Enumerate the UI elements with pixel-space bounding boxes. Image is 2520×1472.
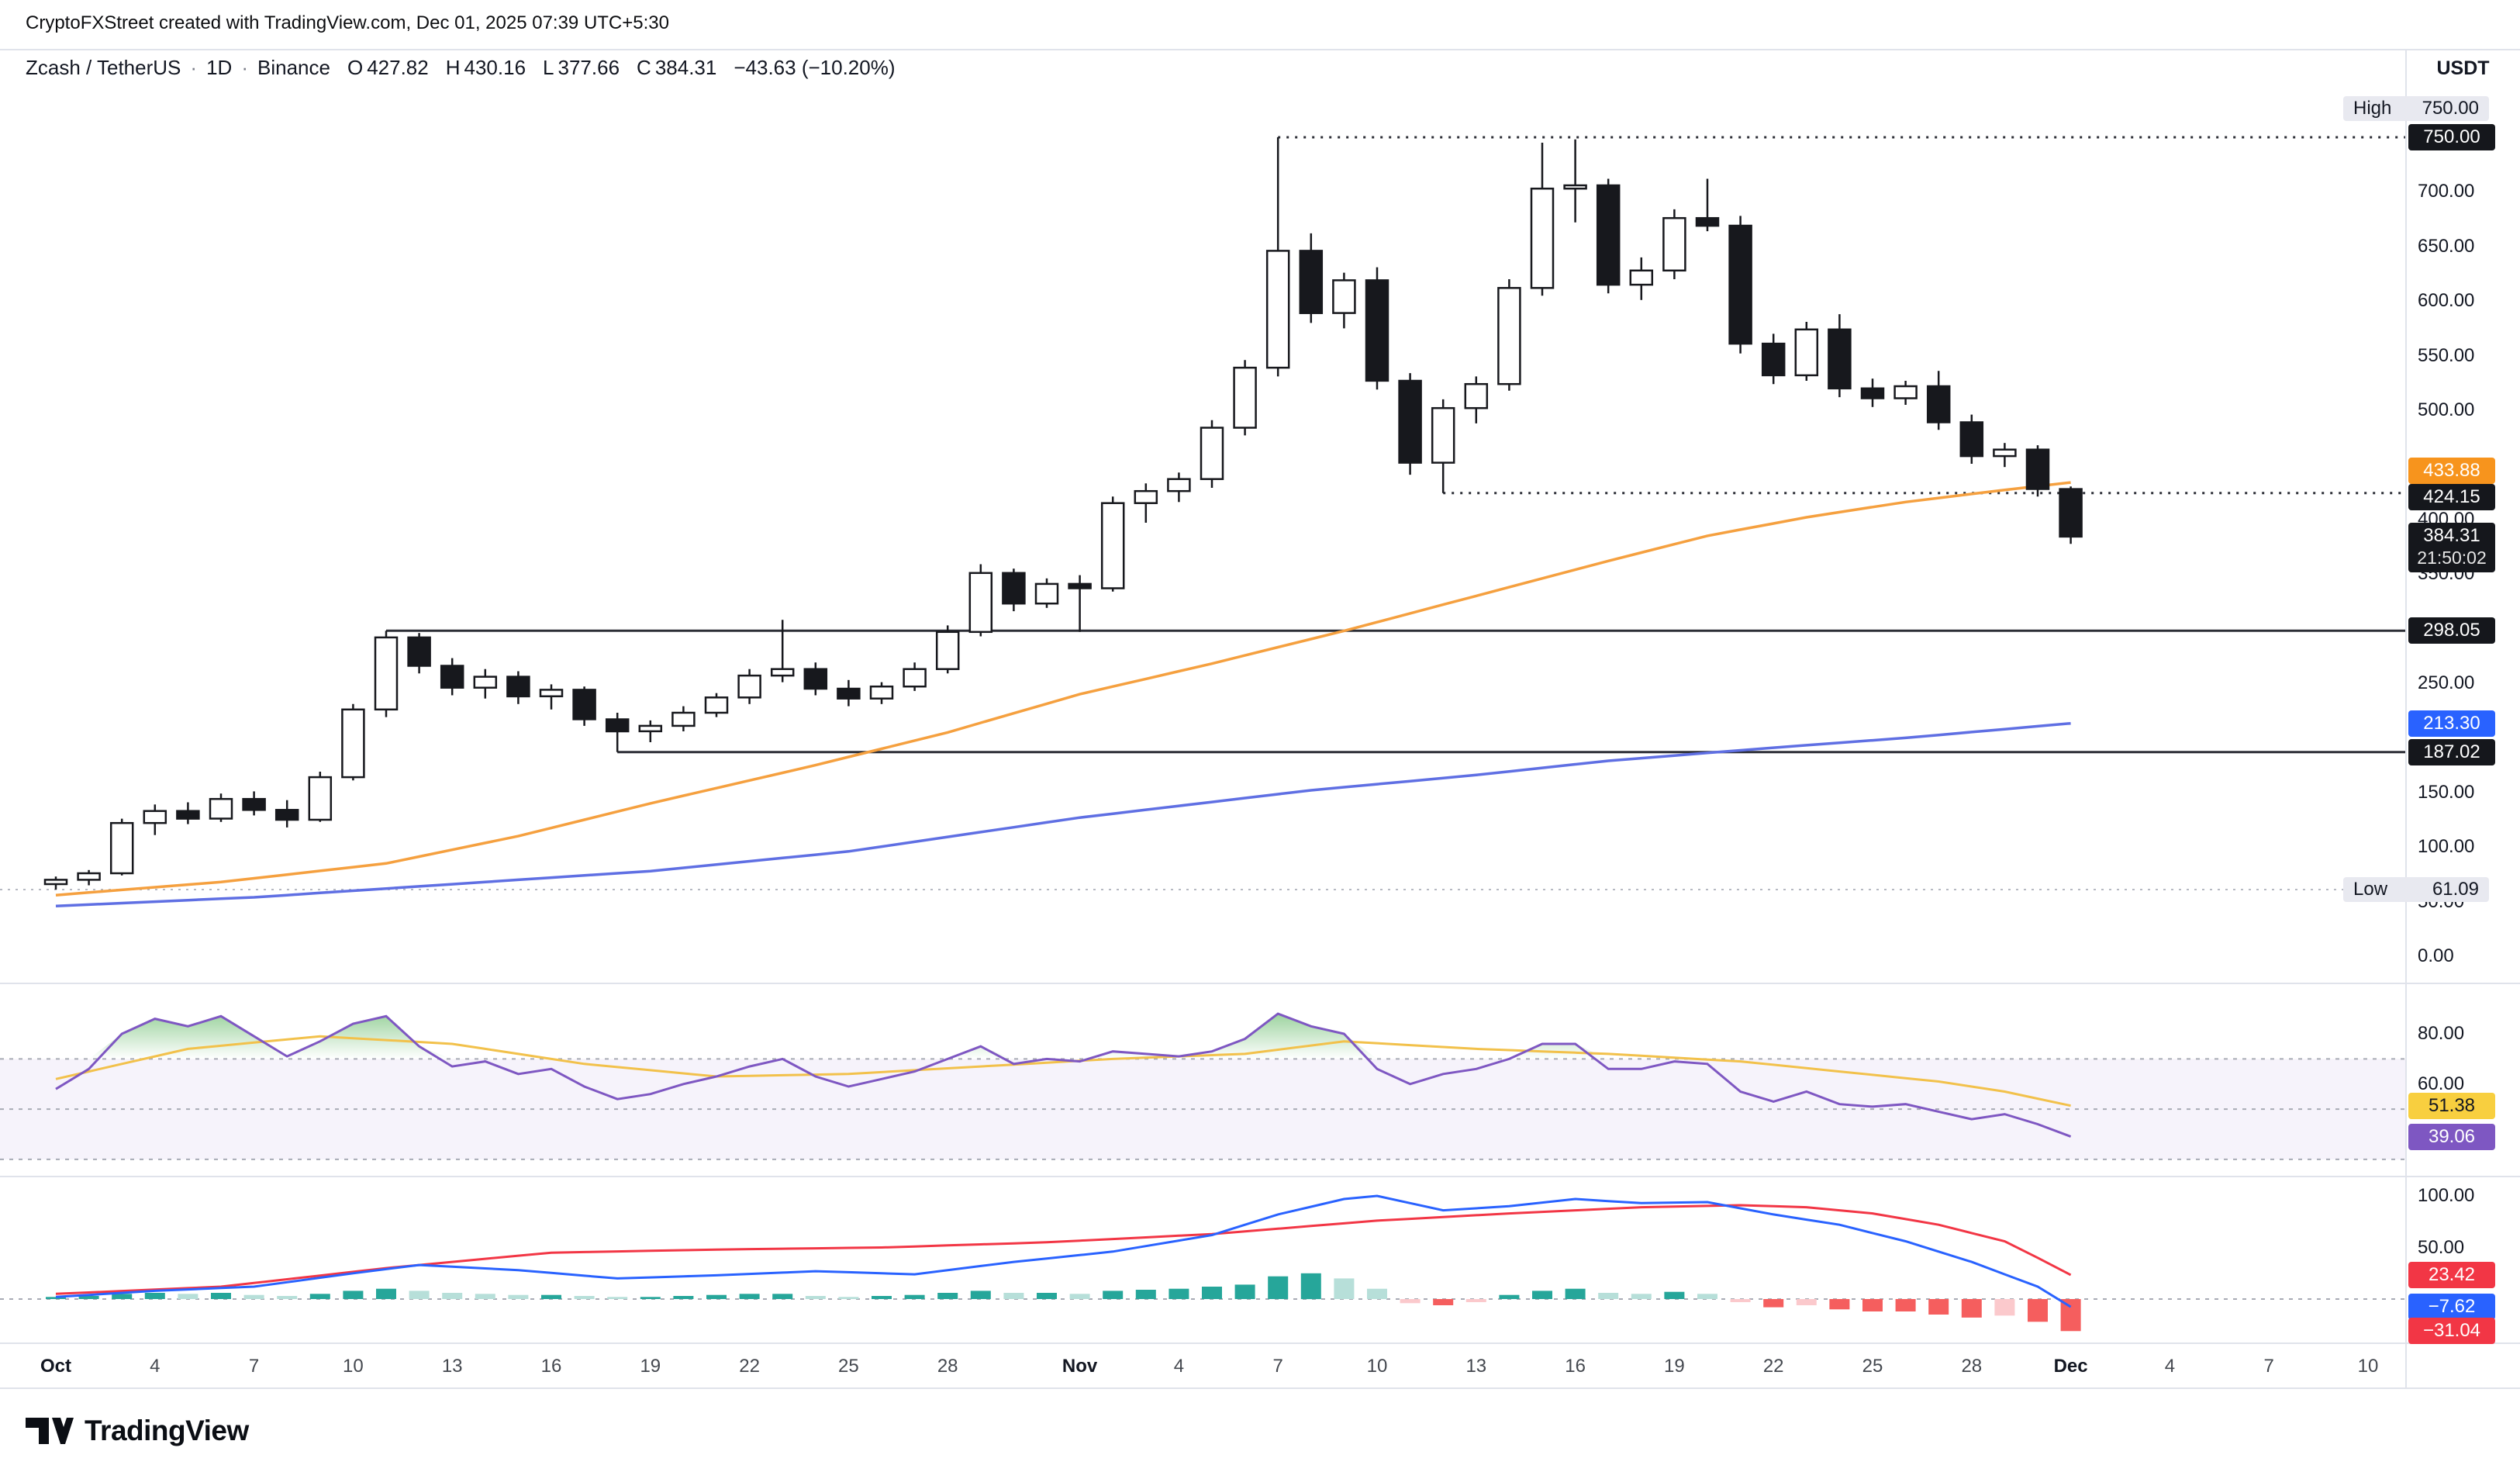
- momentum-axis-badge-−31.04: −31.04: [2408, 1318, 2495, 1345]
- rsi-overbought-fill: [56, 1014, 2071, 1059]
- high-group: H 430.16: [445, 56, 526, 79]
- symbol-header: Zcash / TetherUS · 1D · Binance O 427.82 H 430.1…: [26, 56, 896, 80]
- separator: ·: [241, 56, 248, 79]
- price-axis-label-700: 700.00: [2418, 181, 2475, 202]
- time-label-Dec: Dec: [2053, 1356, 2088, 1377]
- time-label-13: 13: [441, 1356, 463, 1377]
- time-label-7: 7: [2263, 1356, 2274, 1377]
- time-label-7: 7: [1272, 1356, 1283, 1377]
- exchange-label: Binance: [257, 56, 330, 79]
- ma-slow-blue: [55, 721, 2071, 907]
- high-value: 430.16: [464, 56, 526, 79]
- time-label-7: 7: [248, 1356, 260, 1377]
- open-value: 427.82: [367, 56, 429, 79]
- time-label-Oct: Oct: [40, 1356, 72, 1377]
- price-axis-badge-424.15: 424.15: [2408, 483, 2495, 510]
- time-label-28: 28: [1961, 1356, 1983, 1377]
- price-axis-label-650: 650.00: [2418, 235, 2475, 257]
- price-axis-label-0: 0.00: [2418, 945, 2454, 966]
- rsi-axis-badge-51.38: 51.38: [2408, 1092, 2495, 1119]
- symbol-name[interactable]: Zcash / TetherUS: [26, 56, 181, 79]
- rsi-axis-label-60: 60.00: [2418, 1073, 2465, 1094]
- price-axis-label-500: 500.00: [2418, 399, 2475, 420]
- attribution-text: CryptoFXStreet created with TradingView.…: [26, 12, 669, 33]
- time-label-Nov: Nov: [1062, 1356, 1098, 1377]
- time-label-16: 16: [540, 1356, 562, 1377]
- separator: ·: [190, 56, 198, 79]
- time-label-25: 25: [838, 1356, 859, 1377]
- price-axis-badge-433.88: 433.88: [2408, 458, 2495, 485]
- momentum-axis-label-50: 50.00: [2418, 1236, 2465, 1258]
- price-axis-label-100: 100.00: [2418, 836, 2475, 858]
- time-label-22: 22: [1762, 1356, 1784, 1377]
- time-label-16: 16: [1565, 1356, 1586, 1377]
- price-axis-high-pill: High 750.00: [2343, 96, 2489, 121]
- price-axis-label-600: 600.00: [2418, 290, 2475, 312]
- price-axis-label-550: 550.00: [2418, 344, 2475, 366]
- time-label-4: 4: [1173, 1356, 1185, 1377]
- currency-label: USDT: [2436, 57, 2490, 79]
- momentum-axis-badge-−7.62: −7.62: [2408, 1294, 2495, 1321]
- bar-countdown: 21:50:02: [2417, 547, 2487, 568]
- close-group: C 384.31: [637, 56, 717, 79]
- tradingview-logo-text: TradingView: [85, 1415, 249, 1446]
- rsi-axis-label-80: 80.00: [2418, 1023, 2465, 1044]
- momentum-axis-badge-23.42: 23.42: [2408, 1261, 2495, 1288]
- low-value: 377.66: [558, 56, 620, 79]
- momentum-red-line: [55, 1204, 2072, 1295]
- time-label-10: 10: [2357, 1356, 2379, 1377]
- price-axis-label-150: 150.00: [2418, 781, 2475, 803]
- price-axis-badge-298.05: 298.05: [2408, 617, 2495, 644]
- ma-fast-orange: [55, 481, 2071, 897]
- rsi-axis-badge-39.06: 39.06: [2408, 1123, 2495, 1150]
- open-group: O 427.82: [347, 56, 429, 79]
- last-price: 384.31: [2423, 524, 2480, 546]
- tradingview-logo[interactable]: TradingView: [26, 1413, 249, 1449]
- momentum-blue-line: [55, 1194, 2072, 1308]
- time-label-13: 13: [1465, 1356, 1487, 1377]
- interval-label[interactable]: 1D: [206, 56, 233, 79]
- price-axis-badge-187.02: 187.02: [2408, 738, 2495, 765]
- time-label-4: 4: [150, 1356, 161, 1377]
- tradingview-mark-icon: [26, 1418, 74, 1444]
- time-label-10: 10: [343, 1356, 364, 1377]
- time-label-10: 10: [1366, 1356, 1388, 1377]
- time-label-4: 4: [2164, 1356, 2176, 1377]
- close-value: 384.31: [654, 56, 717, 79]
- price-axis-label-250: 250.00: [2418, 672, 2475, 693]
- time-label-25: 25: [1862, 1356, 1883, 1377]
- rsi-line: [55, 1012, 2072, 1138]
- time-label-19: 19: [1664, 1356, 1685, 1377]
- momentum-histogram: [46, 1273, 2081, 1332]
- price-axis-low-pill: Low 61.09: [2343, 877, 2489, 902]
- time-label-22: 22: [739, 1356, 760, 1377]
- price-axis-badge-750.00: 750.00: [2408, 124, 2495, 150]
- time-label-28: 28: [937, 1356, 958, 1377]
- rsi-ma-line: [55, 1035, 2071, 1107]
- price-axis-badge-213.30: 213.30: [2408, 710, 2495, 737]
- momentum-axis-label-100: 100.00: [2418, 1185, 2475, 1206]
- candles: [43, 137, 2083, 890]
- last-price-badge: 384.31 21:50:02: [2408, 522, 2495, 572]
- low-group: L 377.66: [543, 56, 620, 79]
- time-label-19: 19: [640, 1356, 661, 1377]
- change-value: −43.63 (−10.20%): [734, 56, 896, 79]
